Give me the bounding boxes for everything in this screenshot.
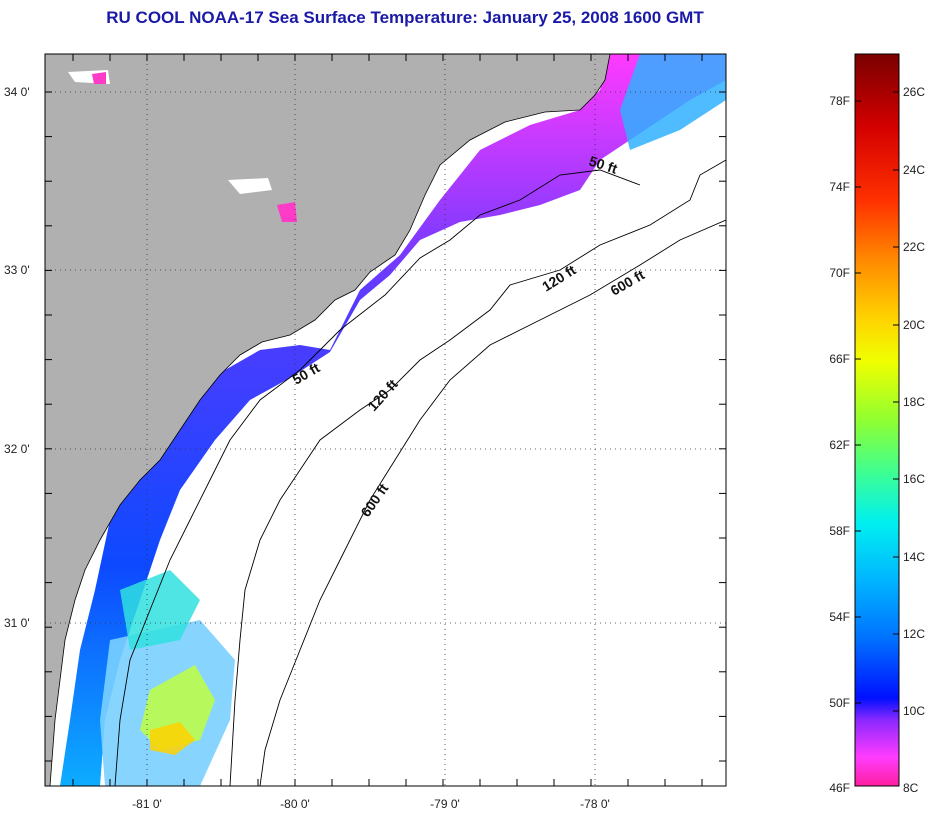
map-title: RU COOL NOAA-17 Sea Surface Temperature:… [106, 8, 704, 27]
colorbar-c-18: 18C [903, 395, 925, 409]
colorbar-c-14: 14C [903, 550, 925, 564]
colorbar-f-50: 50F [829, 696, 850, 710]
colorbar-f-70: 70F [829, 266, 850, 280]
colorbar-c-8: 8C [903, 781, 919, 795]
lat-label-34: 34 0' [4, 85, 30, 99]
inland-lake-1 [228, 178, 272, 194]
sst-blue-patch-north [620, 54, 726, 150]
colorbar-ticks [855, 91, 899, 712]
graticule [45, 54, 726, 786]
colorbar-c-20: 20C [903, 318, 925, 332]
colorbar-c-10: 10C [903, 704, 925, 718]
lon-label-79: -79 0' [430, 797, 460, 811]
lon-label-80: -80 0' [280, 797, 310, 811]
sst-coastal-band [60, 54, 726, 786]
lon-label-78: -78 0' [580, 797, 610, 811]
lat-label-31: 31 0' [4, 616, 30, 630]
colorbar [854, 53, 900, 787]
colorbar-f-46: 46F [829, 781, 850, 795]
lat-label-33: 33 0' [4, 263, 30, 277]
colorbar-f-78: 78F [829, 94, 850, 108]
isobath-120ft [229, 159, 726, 786]
colorbar-f-54: 54F [829, 610, 850, 624]
colorbar-f-58: 58F [829, 524, 850, 538]
sst-mid-patch [120, 570, 200, 650]
colorbar-f-74: 74F [829, 180, 850, 194]
colorbar-c-12: 12C [903, 627, 925, 641]
colorbar-f-62: 62F [829, 438, 850, 452]
inland-lake-4 [92, 72, 106, 84]
inland-lake-2 [277, 202, 297, 222]
colorbar-c-26: 26C [903, 85, 925, 99]
axis-ticks [45, 54, 726, 786]
lon-label-81: -81 0' [132, 797, 162, 811]
colorbar-f-66: 66F [829, 352, 850, 366]
isobath-50ft [114, 169, 641, 786]
colorbar-c-22: 22C [903, 240, 925, 254]
lat-label-32: 32 0' [4, 442, 30, 456]
colorbar-c-24: 24C [903, 163, 925, 177]
land-mass [45, 54, 611, 786]
isobath-600ft [259, 219, 726, 786]
map-frame [44, 53, 727, 787]
colorbar-c-16: 16C [903, 472, 925, 486]
sst-warmest-patch [150, 722, 195, 755]
